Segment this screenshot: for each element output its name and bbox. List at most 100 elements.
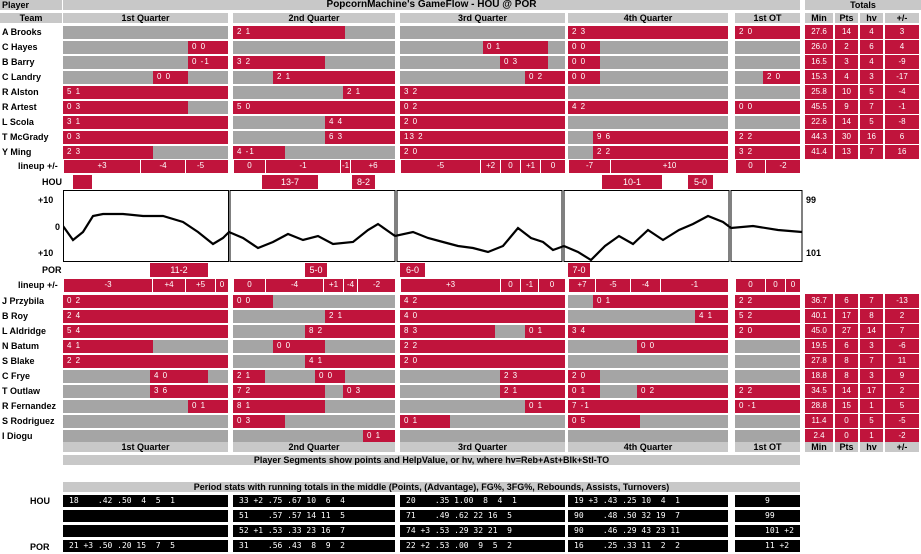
por-player-segment[interactable]: 5 2 xyxy=(735,310,800,323)
por-player-segment[interactable]: 5 4 xyxy=(63,325,228,338)
hou-player-segment[interactable]: 2 0 xyxy=(400,116,565,129)
por-player-segment[interactable]: 2 4 xyxy=(63,310,228,323)
hou-player-segment[interactable]: 3 2 xyxy=(400,86,565,99)
hou-player-segment[interactable]: 5 0 xyxy=(233,101,395,114)
hou-player-segment[interactable]: 3 2 xyxy=(735,146,800,159)
hou-player-segment[interactable]: 2 1 xyxy=(233,26,345,39)
por-player-segment[interactable]: 0 1 xyxy=(188,400,228,413)
hou-player-segment[interactable]: 0 -1 xyxy=(188,56,228,69)
por-player-segment[interactable]: 0 3 xyxy=(343,385,395,398)
por-player-segment[interactable]: 4 1 xyxy=(695,310,728,323)
hou-player-segment[interactable]: 0 0 xyxy=(735,101,800,114)
por-player-segment[interactable]: 7 -1 xyxy=(568,400,728,413)
por-player-segment[interactable]: 4 0 xyxy=(400,310,565,323)
hou-player-segment[interactable]: 0 0 xyxy=(568,41,600,54)
hou-player-segment[interactable]: 13 2 xyxy=(400,131,565,144)
por-player-segment[interactable]: 0 3 xyxy=(233,415,285,428)
por-player-segment[interactable]: 2 0 xyxy=(568,370,600,383)
period-stats-hou-label: HOU xyxy=(30,496,50,506)
por-player-segment[interactable]: 4 1 xyxy=(305,355,395,368)
hou-player-segment[interactable]: 2 0 xyxy=(763,71,800,84)
por-player-segment[interactable]: 0 1 xyxy=(525,325,565,338)
por-player-segment[interactable]: 8 1 xyxy=(233,400,325,413)
por-player-name[interactable]: L Aldridge xyxy=(2,326,47,336)
por-player-segment[interactable]: 2 0 xyxy=(400,355,565,368)
por-player-segment[interactable]: 2 2 xyxy=(63,355,228,368)
hou-player-name[interactable]: Y Ming xyxy=(2,147,32,157)
por-player-segment[interactable]: 0 -1 xyxy=(735,400,800,413)
por-player-segment[interactable]: 0 2 xyxy=(63,295,228,308)
por-player-segment[interactable]: 7 2 xyxy=(233,385,325,398)
por-player-name[interactable]: T Outlaw xyxy=(2,386,40,396)
por-player-segment[interactable]: 4 2 xyxy=(400,295,565,308)
hou-player-segment[interactable]: 0 0 xyxy=(188,41,228,54)
por-player-segment[interactable]: 0 0 xyxy=(637,340,728,353)
hou-player-segment[interactable]: 5 1 xyxy=(63,86,228,99)
hou-player-name[interactable]: T McGrady xyxy=(2,132,49,142)
por-player-segment[interactable]: 2 2 xyxy=(400,340,565,353)
por-player-segment[interactable]: 8 3 xyxy=(400,325,495,338)
hou-player-segment[interactable]: 3 1 xyxy=(63,116,228,129)
por-player-segment[interactable]: 0 1 xyxy=(593,295,728,308)
por-player-segment[interactable]: 0 2 xyxy=(637,385,728,398)
hou-player-segment[interactable]: 4 -1 xyxy=(233,146,285,159)
hou-player-segment[interactable]: 2 2 xyxy=(593,146,728,159)
por-player-segment[interactable]: 0 1 xyxy=(400,415,450,428)
por-player-name[interactable]: R Fernandez xyxy=(2,401,57,411)
por-player-segment[interactable]: 2 2 xyxy=(735,295,800,308)
hou-player-segment[interactable]: 0 0 xyxy=(153,71,188,84)
hou-player-segment[interactable]: 6 3 xyxy=(325,131,395,144)
por-player-name[interactable]: C Frye xyxy=(2,371,31,381)
por-player-segment[interactable]: 2 1 xyxy=(325,310,395,323)
hou-player-segment[interactable]: 2 3 xyxy=(63,146,153,159)
hou-player-segment[interactable]: 2 1 xyxy=(273,71,395,84)
por-player-name[interactable]: S Rodriguez xyxy=(2,416,55,426)
hou-player-segment[interactable]: 9 6 xyxy=(593,131,728,144)
hou-player-segment[interactable]: 0 1 xyxy=(483,41,548,54)
por-player-name[interactable]: S Blake xyxy=(2,356,35,366)
hou-player-segment[interactable]: 2 2 xyxy=(735,131,800,144)
hou-player-segment[interactable]: 3 2 xyxy=(233,56,325,69)
por-player-name[interactable]: B Roy xyxy=(2,311,29,321)
hou-player-segment[interactable]: 4 2 xyxy=(568,101,728,114)
por-player-segment[interactable]: 4 0 xyxy=(150,370,208,383)
hou-player-name[interactable]: R Artest xyxy=(2,102,37,112)
por-player-segment[interactable]: 2 1 xyxy=(500,385,565,398)
por-player-segment[interactable]: 4 1 xyxy=(63,340,153,353)
por-player-segment[interactable]: 0 0 xyxy=(273,340,325,353)
hou-player-name[interactable]: A Brooks xyxy=(2,27,42,37)
hou-player-segment[interactable]: 0 0 xyxy=(568,71,600,84)
por-player-segment[interactable]: 0 0 xyxy=(233,295,273,308)
hou-player-name[interactable]: C Landry xyxy=(2,72,42,82)
por-player-segment[interactable]: 0 5 xyxy=(568,415,640,428)
hou-player-segment[interactable]: 0 3 xyxy=(63,101,188,114)
hou-player-segment[interactable]: 0 2 xyxy=(400,101,565,114)
hou-player-segment[interactable]: 0 2 xyxy=(525,71,565,84)
por-player-segment[interactable]: 0 1 xyxy=(568,385,600,398)
hou-player-segment[interactable]: 2 3 xyxy=(568,26,728,39)
hou-player-name[interactable]: B Barry xyxy=(2,57,35,67)
hou-player-name[interactable]: R Alston xyxy=(2,87,39,97)
hou-player-segment[interactable]: 2 0 xyxy=(400,146,565,159)
hou-player-segment[interactable]: 0 3 xyxy=(63,131,228,144)
por-player-segment[interactable]: 0 0 xyxy=(315,370,345,383)
por-player-name[interactable]: I Diogu xyxy=(2,431,33,441)
por-player-segment[interactable]: 3 6 xyxy=(150,385,228,398)
por-player-name[interactable]: N Batum xyxy=(2,341,40,351)
por-player-segment[interactable]: 8 2 xyxy=(305,325,395,338)
hou-player-segment[interactable]: 2 0 xyxy=(735,26,800,39)
por-player-segment[interactable]: 0 1 xyxy=(363,430,395,443)
hou-player-segment[interactable]: 0 0 xyxy=(568,56,600,69)
hou-player-segment[interactable]: 2 1 xyxy=(343,86,395,99)
hou-player-name[interactable]: C Hayes xyxy=(2,42,38,52)
por-player-segment[interactable]: 2 2 xyxy=(735,385,800,398)
por-player-segment[interactable]: 0 1 xyxy=(525,400,565,413)
por-player-segment[interactable]: 2 3 xyxy=(500,370,565,383)
por-player-name[interactable]: J Przybila xyxy=(2,296,45,306)
hou-player-segment[interactable]: 4 4 xyxy=(325,116,395,129)
por-player-segment[interactable]: 2 0 xyxy=(735,325,800,338)
por-player-segment[interactable]: 2 1 xyxy=(233,370,265,383)
hou-player-name[interactable]: L Scola xyxy=(2,117,34,127)
hou-player-segment[interactable]: 0 3 xyxy=(500,56,548,69)
por-player-segment[interactable]: 3 4 xyxy=(568,325,728,338)
